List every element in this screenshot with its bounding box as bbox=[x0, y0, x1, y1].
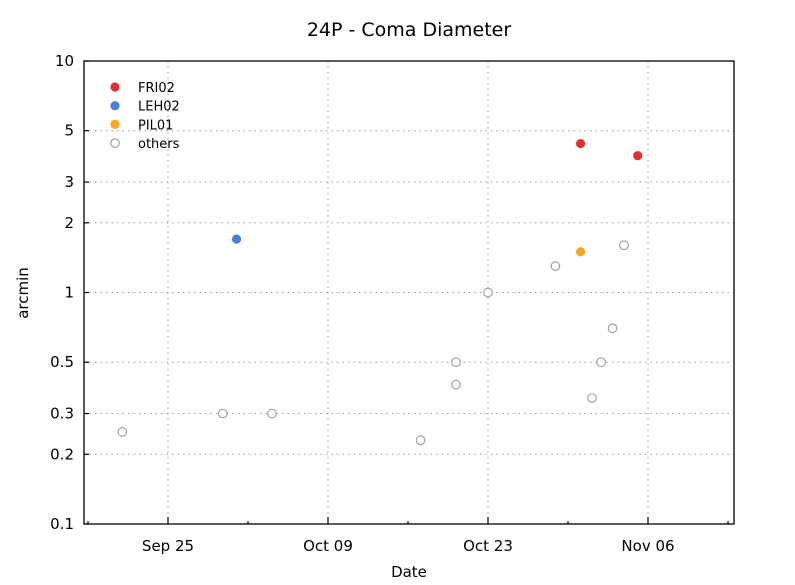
data-point-fri02 bbox=[575, 138, 586, 149]
legend-marker-leh02 bbox=[110, 101, 120, 111]
data-point-others bbox=[451, 357, 461, 368]
y-tick-label: 0.2 bbox=[50, 445, 74, 463]
legend-label-others: others bbox=[138, 137, 180, 152]
data-point-others bbox=[451, 379, 461, 390]
data-point-pil01 bbox=[575, 247, 586, 257]
legend-marker-fri02 bbox=[110, 82, 120, 92]
data-point-fri02 bbox=[633, 151, 643, 161]
legend-label-leh02: LEH02 bbox=[138, 100, 180, 115]
chart-title: 24P - Coma Diameter bbox=[307, 19, 512, 41]
grid-lines bbox=[84, 61, 734, 524]
data-point-others bbox=[117, 427, 128, 437]
legend-marker-pil01 bbox=[110, 119, 120, 129]
data-point-others bbox=[267, 408, 277, 419]
data-point-leh02 bbox=[231, 234, 242, 244]
y-tick-label: 2 bbox=[64, 214, 74, 232]
legend-label-pil01: PIL01 bbox=[138, 118, 173, 133]
y-tick-label: 10 bbox=[55, 52, 74, 70]
y-axis-label: arcmin bbox=[14, 267, 32, 319]
data-point-others bbox=[218, 408, 228, 419]
x-tick-label: Oct 09 bbox=[303, 537, 353, 555]
y-tick-label: 1 bbox=[64, 284, 74, 302]
y-tick-label: 0.3 bbox=[50, 405, 74, 423]
data-points bbox=[117, 138, 643, 446]
y-tick-label: 5 bbox=[64, 122, 74, 140]
y-tick-label: 3 bbox=[64, 173, 74, 191]
data-point-others bbox=[607, 323, 618, 334]
data-point-others bbox=[483, 287, 493, 298]
y-tick-label: 0.1 bbox=[50, 515, 74, 533]
x-tick-label: Nov 06 bbox=[621, 537, 674, 555]
legend-marker-others bbox=[110, 138, 120, 148]
axis-ticks: 0.1 0.2 0.3 0.5 1 2 3 5 10 Sep 25 Oct 09 Oct 23 Nov … bbox=[50, 52, 729, 555]
x-axis-label: Date bbox=[391, 563, 427, 581]
data-point-others bbox=[619, 240, 629, 251]
data-point-others bbox=[596, 357, 606, 368]
data-point-others bbox=[415, 435, 426, 446]
legend-label-fri02: FRI02 bbox=[138, 81, 175, 96]
data-point-others bbox=[587, 393, 597, 403]
x-tick-label: Sep 25 bbox=[142, 537, 194, 555]
y-tick-label: 0.5 bbox=[50, 353, 74, 371]
data-point-others bbox=[550, 261, 561, 271]
legend: FRI02 LEH02 PIL01 others bbox=[110, 81, 180, 152]
x-tick-label: Oct 23 bbox=[463, 537, 513, 555]
